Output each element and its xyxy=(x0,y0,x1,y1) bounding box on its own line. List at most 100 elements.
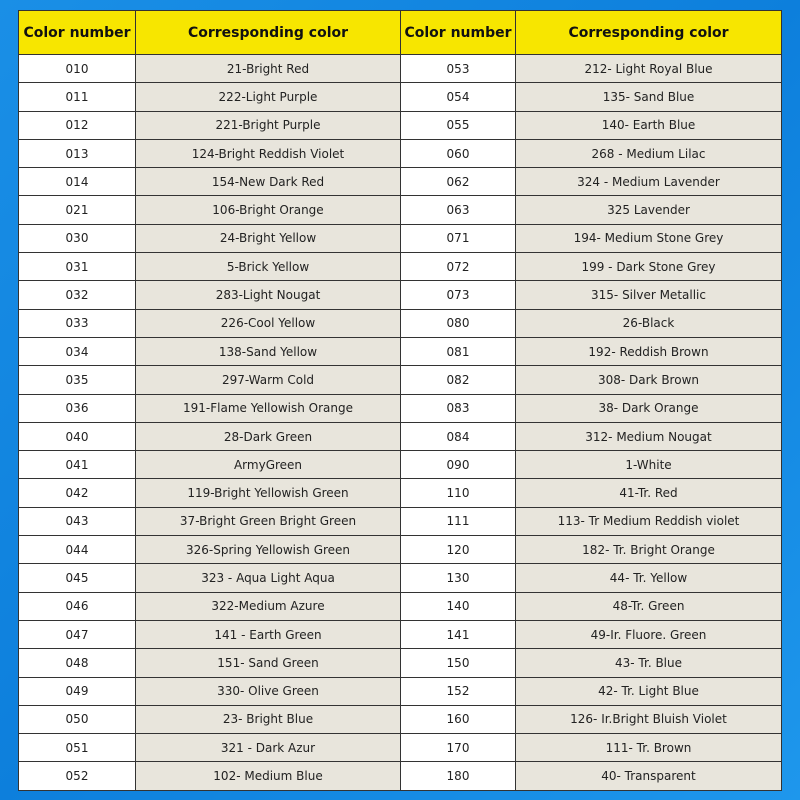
color-name-cell: 141 - Earth Green xyxy=(135,619,401,650)
color-name-cell: 102- Medium Blue xyxy=(135,761,401,791)
color-name-cell: 268 - Medium Lilac xyxy=(515,138,782,169)
color-name-cell: 322-Medium Azure xyxy=(135,591,401,621)
color-name-cell: 312- Medium Nougat xyxy=(515,421,782,452)
color-name-cell: 37-Bright Green Bright Green xyxy=(135,506,401,537)
color-number-cell: 170 xyxy=(400,733,516,763)
table-row: 013 124-Bright Reddish Violet 060 268 - Med… xyxy=(18,138,782,169)
color-name-cell: 48-Tr. Green xyxy=(515,591,782,621)
color-number-cell: 081 xyxy=(400,336,516,367)
color-name-cell: 49-Ir. Fluore. Green xyxy=(515,619,782,650)
table-row: 012 221-Bright Purple 055 140- Earth Blue xyxy=(18,110,782,140)
color-number-cell: 130 xyxy=(400,563,516,593)
color-name-cell: 126- Ir.Bright Bluish Violet xyxy=(515,704,782,735)
color-number-cell: 050 xyxy=(18,704,136,735)
color-name-cell: 43- Tr. Blue xyxy=(515,648,782,678)
color-number-cell: 010 xyxy=(18,53,136,84)
table-row: 047 141 - Earth Green 141 49-Ir. Fluore. Gr… xyxy=(18,619,782,650)
color-name-cell: 140- Earth Blue xyxy=(515,110,782,140)
color-number-cell: 012 xyxy=(18,110,136,140)
color-name-cell: 308- Dark Brown xyxy=(515,365,782,395)
color-number-cell: 043 xyxy=(18,506,136,537)
color-number-cell: 033 xyxy=(18,308,136,338)
color-name-cell: 199 - Dark Stone Grey xyxy=(515,252,782,282)
color-name-cell: 221-Bright Purple xyxy=(135,110,401,140)
color-number-cell: 030 xyxy=(18,223,136,254)
header-corresponding-color: Corresponding color xyxy=(135,10,401,55)
color-name-cell: 26-Black xyxy=(515,308,782,338)
table-row: 014 154-New Dark Red 062 324 - Medium Laven… xyxy=(18,167,782,197)
color-name-cell: 1-White xyxy=(515,450,782,480)
color-number-cell: 180 xyxy=(400,761,516,791)
color-number-cell: 090 xyxy=(400,450,516,480)
table-row: 052 102- Medium Blue 180 40- Transparent xyxy=(18,761,782,791)
color-number-cell: 034 xyxy=(18,336,136,367)
color-number-cell: 063 xyxy=(400,195,516,225)
color-name-cell: 297-Warm Cold xyxy=(135,365,401,395)
table-row: 046 322-Medium Azure 140 48-Tr. Green xyxy=(18,591,782,621)
color-number-cell: 054 xyxy=(400,82,516,112)
color-name-cell: 315- Silver Metallic xyxy=(515,280,782,310)
color-name-cell: 222-Light Purple xyxy=(135,82,401,112)
header-color-number: Color number xyxy=(400,10,516,55)
color-number-cell: 110 xyxy=(400,478,516,508)
color-name-cell: 326-Spring Yellowish Green xyxy=(135,535,401,565)
color-number-cell: 051 xyxy=(18,733,136,763)
color-name-cell: 323 - Aqua Light Aqua xyxy=(135,563,401,593)
color-name-cell: 44- Tr. Yellow xyxy=(515,563,782,593)
table-row: 044 326-Spring Yellowish Green 120 182- Tr.… xyxy=(18,535,782,565)
color-number-cell: 013 xyxy=(18,138,136,169)
color-number-cell: 150 xyxy=(400,648,516,678)
color-number-cell: 031 xyxy=(18,252,136,282)
color-name-cell: 154-New Dark Red xyxy=(135,167,401,197)
color-number-cell: 072 xyxy=(400,252,516,282)
color-name-cell: 226-Cool Yellow xyxy=(135,308,401,338)
table-row: 010 21-Bright Red 053 212- Light Royal Blue xyxy=(18,53,782,84)
table-row: 051 321 - Dark Azur 170 111- Tr. Brown xyxy=(18,733,782,763)
color-number-cell: 032 xyxy=(18,280,136,310)
table-row: 035 297-Warm Cold 082 308- Dark Brown xyxy=(18,365,782,395)
color-name-cell: 192- Reddish Brown xyxy=(515,336,782,367)
table-row: 034 138-Sand Yellow 081 192- Reddish Brown xyxy=(18,336,782,367)
color-number-cell: 055 xyxy=(400,110,516,140)
color-number-cell: 062 xyxy=(400,167,516,197)
color-number-cell: 082 xyxy=(400,365,516,395)
color-name-cell: 135- Sand Blue xyxy=(515,82,782,112)
color-name-cell: 182- Tr. Bright Orange xyxy=(515,535,782,565)
color-number-cell: 060 xyxy=(400,138,516,169)
color-number-cell: 071 xyxy=(400,223,516,254)
table-row: 041 ArmyGreen 090 1-White xyxy=(18,450,782,480)
color-name-cell: 5-Brick Yellow xyxy=(135,252,401,282)
color-number-cell: 052 xyxy=(18,761,136,791)
color-name-cell: 194- Medium Stone Grey xyxy=(515,223,782,254)
table-row: 011 222-Light Purple 054 135- Sand Blue xyxy=(18,82,782,112)
color-name-cell: 283-Light Nougat xyxy=(135,280,401,310)
color-number-cell: 111 xyxy=(400,506,516,537)
color-name-cell: 23- Bright Blue xyxy=(135,704,401,735)
table-row: 036 191-Flame Yellowish Orange 083 38- Dark… xyxy=(18,393,782,423)
color-name-cell: 111- Tr. Brown xyxy=(515,733,782,763)
table-row: 042 119-Bright Yellowish Green 110 41-Tr. R… xyxy=(18,478,782,508)
header-corresponding-color: Corresponding color xyxy=(515,10,782,55)
color-name-cell: 24-Bright Yellow xyxy=(135,223,401,254)
color-number-cell: 036 xyxy=(18,393,136,423)
color-number-cell: 083 xyxy=(400,393,516,423)
table-row: 021 106-Bright Orange 063 325 Lavender xyxy=(18,195,782,225)
table-row: 032 283-Light Nougat 073 315- Silver Metall… xyxy=(18,280,782,310)
color-number-cell: 084 xyxy=(400,421,516,452)
color-name-cell: 113- Tr Medium Reddish violet xyxy=(515,506,782,537)
table-row: 048 151- Sand Green 150 43- Tr. Blue xyxy=(18,648,782,678)
color-number-cell: 160 xyxy=(400,704,516,735)
color-name-cell: 28-Dark Green xyxy=(135,421,401,452)
table-row: 030 24-Bright Yellow 071 194- Medium Stone … xyxy=(18,223,782,254)
table-row: 050 23- Bright Blue 160 126- Ir.Bright Blui… xyxy=(18,704,782,735)
color-name-cell: 321 - Dark Azur xyxy=(135,733,401,763)
table-row: 049 330- Olive Green 152 42- Tr. Light Blue xyxy=(18,676,782,706)
color-name-cell: 106-Bright Orange xyxy=(135,195,401,225)
table-row: 040 28-Dark Green 084 312- Medium Nougat xyxy=(18,421,782,452)
color-name-cell: 324 - Medium Lavender xyxy=(515,167,782,197)
color-name-cell: 119-Bright Yellowish Green xyxy=(135,478,401,508)
color-number-cell: 045 xyxy=(18,563,136,593)
color-number-cell: 141 xyxy=(400,619,516,650)
color-number-cell: 035 xyxy=(18,365,136,395)
color-name-cell: 330- Olive Green xyxy=(135,676,401,706)
